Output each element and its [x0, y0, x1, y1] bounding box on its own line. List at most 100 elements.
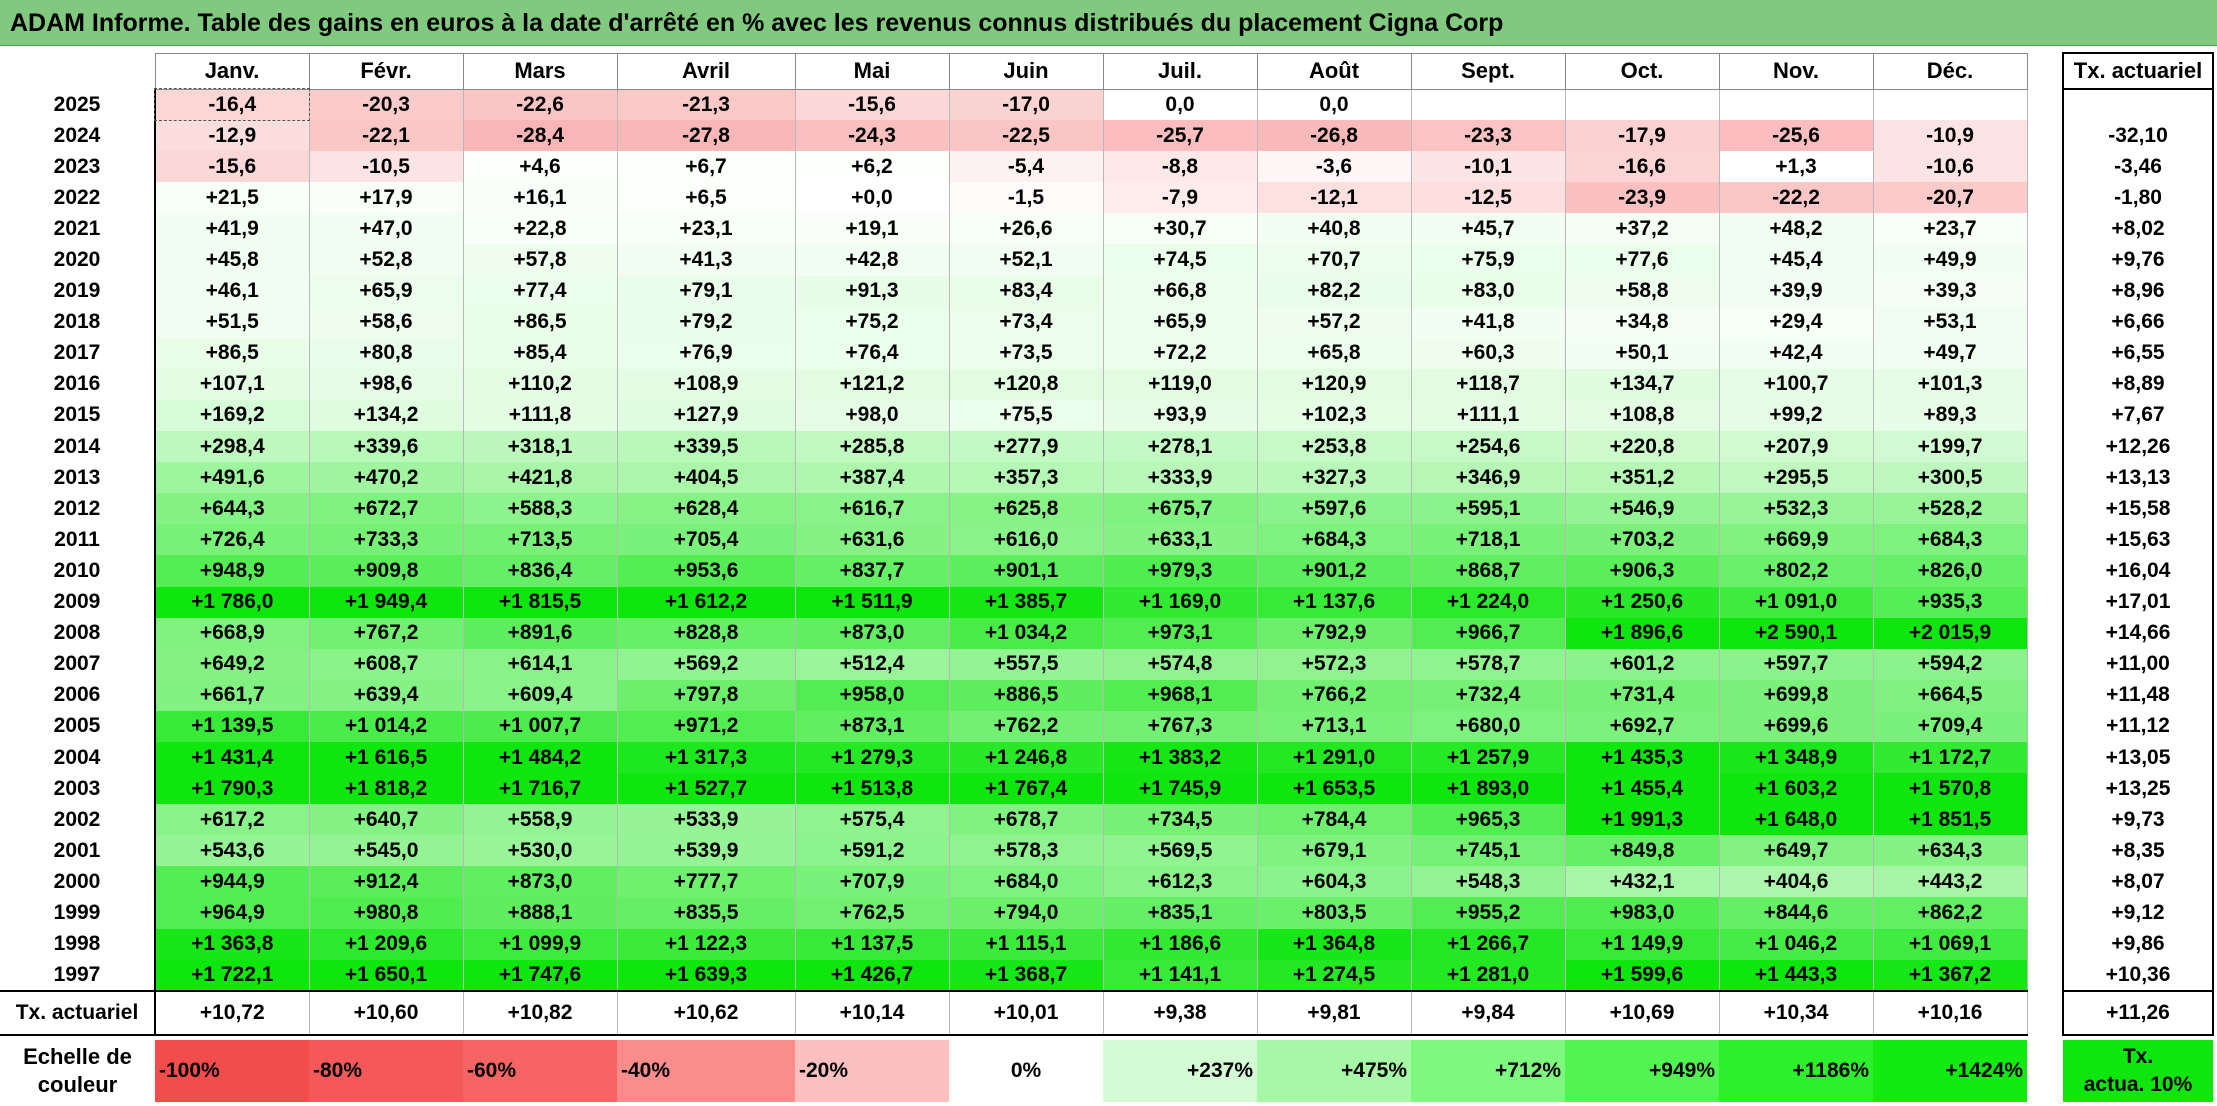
value-cell: +119,0 [1102, 368, 1258, 400]
actuarial-cell: +7,67 [2062, 399, 2214, 432]
color-scale-swatch: +237% [1103, 1040, 1257, 1102]
value-cell: +6,2 [794, 151, 950, 183]
value-cell: +432,1 [1564, 866, 1720, 898]
value-cell: +21,5 [154, 182, 310, 214]
column-gap [2027, 431, 2063, 463]
value-cell: +1 246,8 [948, 741, 1104, 774]
value-cell: +120,9 [1256, 368, 1412, 400]
value-cell: +617,2 [154, 804, 310, 836]
value-cell: -10,5 [308, 151, 464, 183]
value-cell: +826,0 [1872, 555, 2028, 587]
value-cell: +835,1 [1102, 897, 1258, 929]
value-cell: +1 767,4 [948, 773, 1104, 805]
value-cell: +873,1 [794, 710, 950, 742]
value-cell: +948,9 [154, 555, 310, 587]
value-cell: +968,1 [1102, 679, 1258, 711]
value-cell: -22,2 [1718, 182, 1874, 214]
table-row: 2004 +1 431,4 +1 616,5 +1 484,2 +1 317,3 +1 2… [0, 741, 2214, 774]
value-cell: +47,0 [308, 213, 464, 245]
value-cell: +75,5 [948, 399, 1104, 432]
value-cell: +1 014,2 [308, 710, 464, 742]
column-gap [2027, 53, 2063, 89]
value-cell: +134,2 [308, 399, 464, 432]
value-cell: +83,4 [948, 275, 1104, 307]
value-cell: +387,4 [794, 462, 950, 494]
value-cell: +935,3 [1872, 586, 2028, 618]
value-cell: +1 172,7 [1872, 741, 2028, 774]
value-cell: +640,7 [308, 804, 464, 836]
value-cell: -28,4 [462, 120, 618, 152]
actuarial-cell: +16,04 [2062, 555, 2214, 587]
month-header: Mars [462, 52, 618, 90]
value-cell: +733,3 [308, 524, 464, 556]
value-cell: +794,0 [948, 897, 1104, 929]
value-cell: -22,1 [308, 120, 464, 152]
value-cell: +1 209,6 [308, 928, 464, 960]
value-cell: +591,2 [794, 835, 950, 867]
footer-value-cell: +9,38 [1102, 989, 1258, 1036]
value-cell: +1 484,2 [462, 741, 618, 774]
value-cell: +1 570,8 [1872, 773, 2028, 805]
value-cell: +891,6 [462, 617, 618, 649]
value-cell: +1 364,8 [1256, 928, 1412, 960]
value-cell: +73,5 [948, 337, 1104, 369]
value-cell: +680,0 [1410, 710, 1566, 742]
actuarial-cell: +13,13 [2062, 462, 2214, 494]
value-cell: +91,3 [794, 275, 950, 307]
value-cell: +300,5 [1872, 462, 2028, 494]
column-gap [2027, 866, 2063, 898]
actuarial-cell: +8,07 [2062, 866, 2214, 898]
value-cell: -24,3 [794, 120, 950, 152]
value-cell: +443,2 [1872, 866, 2028, 898]
value-cell: +849,8 [1564, 835, 1720, 867]
table-row: 2009 +1 786,0 +1 949,4 +1 815,5 +1 612,2 +1 5… [0, 586, 2214, 618]
value-cell: +1 455,4 [1564, 773, 1720, 805]
value-cell: +22,8 [462, 213, 618, 245]
value-cell: +634,3 [1872, 835, 2028, 867]
actuarial-cell: +10,36 [2062, 959, 2214, 992]
value-cell: +732,4 [1410, 679, 1566, 711]
column-gap [2027, 275, 2063, 307]
column-gap [2027, 555, 2063, 587]
value-cell: +767,3 [1102, 710, 1258, 742]
value-cell: +609,4 [462, 679, 618, 711]
column-gap [2027, 368, 2063, 400]
value-cell: +837,7 [794, 555, 950, 587]
value-cell: +669,9 [1718, 524, 1874, 556]
value-cell: +777,7 [616, 866, 796, 898]
actuarial-cell: -1,80 [2062, 182, 2214, 214]
month-header: Avril [616, 52, 796, 90]
actuarial-cell: +6,66 [2062, 306, 2214, 338]
value-cell: +1 511,9 [794, 586, 950, 618]
value-cell: +102,3 [1256, 399, 1412, 432]
footer-value-cell: +10,69 [1564, 989, 1720, 1036]
month-header: Déc. [1872, 52, 2028, 90]
value-cell: +421,8 [462, 462, 618, 494]
value-cell: +77,4 [462, 275, 618, 307]
value-cell: +50,1 [1564, 337, 1720, 369]
value-cell: +58,6 [308, 306, 464, 338]
value-cell: +713,5 [462, 524, 618, 556]
year-cell: 2002 [0, 804, 156, 836]
value-cell: +709,4 [1872, 710, 2028, 742]
value-cell: +684,0 [948, 866, 1104, 898]
value-cell: +873,0 [462, 866, 618, 898]
value-cell: +692,7 [1564, 710, 1720, 742]
actuarial-cell: +8,35 [2062, 835, 2214, 867]
value-cell: +1 896,6 [1564, 617, 1720, 649]
value-cell: +1 099,9 [462, 928, 618, 960]
value-cell: +74,5 [1102, 244, 1258, 276]
value-cell: +80,8 [308, 337, 464, 369]
value-cell: +1 069,1 [1872, 928, 2028, 960]
value-cell: +530,0 [462, 835, 618, 867]
value-cell: +726,4 [154, 524, 310, 556]
value-cell: +1 091,0 [1718, 586, 1874, 618]
value-cell: +578,3 [948, 835, 1104, 867]
value-cell: +23,7 [1872, 213, 2028, 245]
column-gap [2027, 337, 2063, 369]
year-cell: 2022 [0, 182, 156, 214]
value-cell: +121,2 [794, 368, 950, 400]
year-cell: 2016 [0, 368, 156, 400]
value-cell: +65,8 [1256, 337, 1412, 369]
value-cell: +558,9 [462, 804, 618, 836]
